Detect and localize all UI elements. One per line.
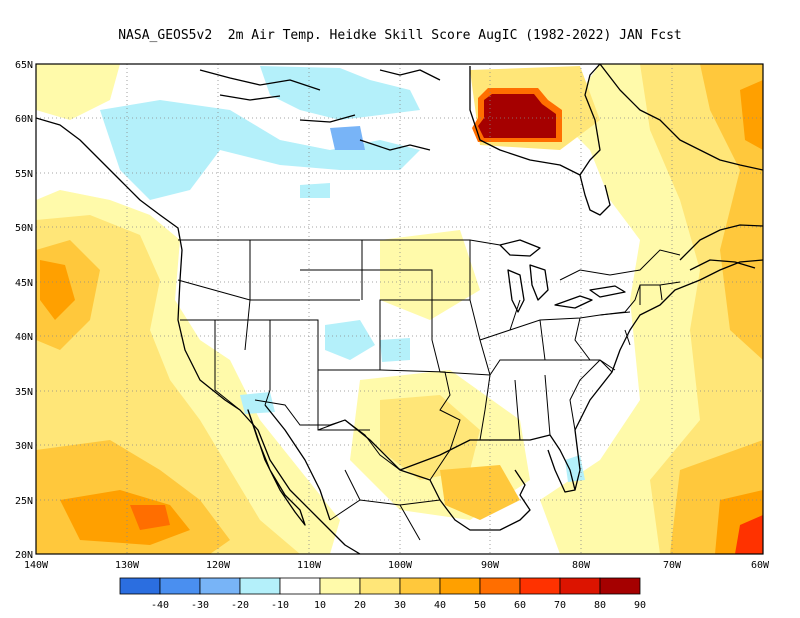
colorbar-swatch bbox=[119, 577, 161, 595]
colorbar-swatch bbox=[159, 577, 201, 595]
colorbar-label: 50 bbox=[474, 600, 486, 611]
colorbar-swatch bbox=[239, 577, 281, 595]
lon-label: 110W bbox=[297, 560, 322, 571]
colorbar-label: 80 bbox=[594, 600, 606, 611]
lat-label: 20N bbox=[15, 550, 33, 561]
graticule bbox=[36, 64, 763, 554]
colorbar-label: 90 bbox=[634, 600, 646, 611]
colorbar-label: 10 bbox=[314, 600, 326, 611]
colorbar-swatch bbox=[359, 577, 401, 595]
state-borders bbox=[177, 239, 681, 541]
lon-label: 140W bbox=[24, 560, 49, 571]
lon-label: 60W bbox=[751, 560, 770, 571]
lon-axis: 140W 130W 120W 110W 100W 90W 80W 70W 60W bbox=[24, 560, 770, 571]
colorbar-label: 70 bbox=[554, 600, 566, 611]
lat-label: 40N bbox=[15, 332, 33, 343]
lat-label: 65N bbox=[15, 60, 33, 71]
colorbar-swatch bbox=[279, 577, 321, 595]
colorbar-label: -10 bbox=[271, 600, 289, 611]
colorbar-label: 60 bbox=[514, 600, 526, 611]
skill-field bbox=[36, 64, 763, 554]
colorbar-swatch bbox=[479, 577, 521, 595]
lon-label: 120W bbox=[206, 560, 231, 571]
lat-axis: 65N 60N 55N 50N 45N 40N 35N 30N 25N 20N bbox=[15, 60, 33, 561]
colorbar-swatch bbox=[199, 577, 241, 595]
colorbar-swatch bbox=[559, 577, 601, 595]
colorbar-label: -20 bbox=[231, 600, 249, 611]
lat-label: 35N bbox=[15, 387, 33, 398]
lat-label: 50N bbox=[15, 223, 33, 234]
colorbar-label: -40 bbox=[151, 600, 169, 611]
colorbar-label: 40 bbox=[434, 600, 446, 611]
colorbar: -40 -30 -20 -10 10 20 30 40 50 60 70 80 90 bbox=[119, 577, 646, 611]
colorbar-swatch bbox=[319, 577, 361, 595]
colorbar-swatch bbox=[399, 577, 441, 595]
colorbar-label: 20 bbox=[354, 600, 366, 611]
lon-label: 90W bbox=[481, 560, 500, 571]
colorbar-swatch bbox=[519, 577, 561, 595]
lat-label: 45N bbox=[15, 278, 33, 289]
lon-label: 100W bbox=[388, 560, 413, 571]
lon-label: 80W bbox=[572, 560, 591, 571]
map-title: NASA_GEOS5v2 2m Air Temp. Heidke Skill S… bbox=[118, 28, 682, 43]
lat-label: 25N bbox=[15, 496, 33, 507]
lat-label: 30N bbox=[15, 441, 33, 452]
lat-label: 60N bbox=[15, 114, 33, 125]
lon-label: 130W bbox=[115, 560, 140, 571]
colorbar-swatch bbox=[599, 577, 641, 595]
colorbar-label: -30 bbox=[191, 600, 209, 611]
lat-label: 55N bbox=[15, 169, 33, 180]
map-frame bbox=[35, 63, 764, 555]
lon-label: 70W bbox=[663, 560, 682, 571]
colorbar-swatch bbox=[439, 577, 481, 595]
colorbar-label: 30 bbox=[394, 600, 406, 611]
